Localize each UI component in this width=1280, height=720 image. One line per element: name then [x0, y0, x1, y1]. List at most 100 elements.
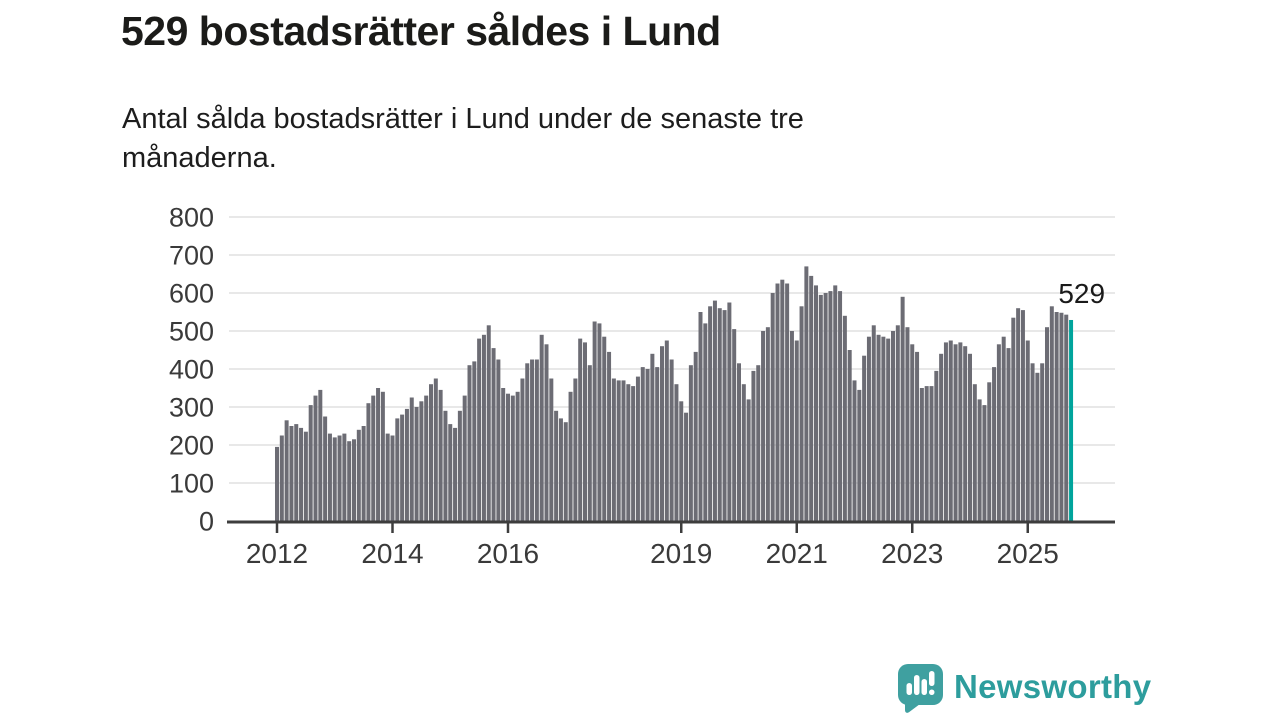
bar — [573, 378, 578, 521]
bar — [299, 427, 304, 521]
bar — [534, 359, 539, 521]
bar — [645, 369, 650, 521]
bar — [1016, 308, 1021, 521]
bar — [558, 418, 563, 521]
bar — [515, 391, 520, 521]
bar — [429, 384, 433, 521]
bar — [934, 370, 939, 521]
bar — [968, 353, 972, 521]
icon-exclamation-bar — [929, 671, 935, 686]
bar — [467, 365, 472, 521]
bar — [289, 426, 294, 521]
bar — [996, 344, 1001, 521]
bar — [409, 397, 414, 521]
bar — [775, 283, 780, 521]
bar — [347, 441, 352, 521]
bar — [712, 300, 717, 521]
bar — [385, 433, 390, 521]
bar — [732, 329, 737, 521]
bar — [977, 399, 982, 521]
bar — [549, 378, 554, 521]
newsworthy-logo: Newsworthy — [898, 664, 1151, 714]
y-tick-label: 700 — [169, 241, 214, 271]
bar — [929, 386, 934, 521]
bar — [660, 346, 664, 521]
bar — [924, 386, 929, 521]
x-tick-label: 2021 — [766, 538, 828, 569]
bar — [616, 380, 621, 521]
y-tick-label: 100 — [169, 469, 214, 499]
bar — [635, 376, 640, 521]
bar — [799, 306, 804, 521]
bar — [414, 407, 419, 521]
bar — [621, 380, 626, 521]
bar — [746, 399, 751, 521]
bar — [501, 388, 506, 521]
bar — [688, 365, 693, 521]
bar — [751, 370, 756, 521]
bar — [1049, 306, 1054, 521]
bar — [318, 389, 323, 521]
bar — [631, 386, 636, 521]
bar — [1054, 312, 1059, 521]
bar — [866, 336, 871, 521]
bar — [1064, 314, 1069, 521]
bar — [881, 336, 886, 521]
chart-subtitle: Antal sålda bostadsrätter i Lund under d… — [122, 100, 804, 178]
bar — [915, 351, 920, 521]
bar — [679, 401, 684, 521]
icon-bar-tall — [914, 675, 920, 695]
bar — [539, 334, 544, 521]
bar — [789, 331, 794, 521]
bar — [992, 367, 997, 521]
bar — [510, 395, 515, 521]
bar — [448, 424, 453, 521]
bar-highlighted — [1069, 319, 1074, 521]
bar — [823, 293, 828, 521]
bar — [568, 391, 573, 521]
bar — [891, 331, 895, 521]
bar — [486, 325, 491, 521]
x-tick-label: 2016 — [477, 538, 539, 569]
bar — [765, 327, 770, 521]
bar — [602, 336, 607, 521]
bar — [722, 310, 727, 521]
bar — [419, 401, 424, 521]
y-tick-label: 400 — [169, 355, 214, 385]
bar — [356, 429, 361, 521]
bar — [366, 403, 371, 521]
bar — [982, 405, 987, 521]
bar — [905, 327, 910, 521]
bar — [279, 435, 284, 521]
bar — [453, 427, 458, 521]
bar — [794, 340, 799, 521]
chart-subtitle-line-2: månaderna. — [122, 142, 277, 174]
bar — [1025, 340, 1030, 521]
bar — [563, 422, 568, 521]
bar — [443, 410, 448, 521]
bar — [674, 384, 679, 521]
bar — [390, 435, 395, 521]
y-tick-label: 800 — [169, 203, 214, 233]
bar — [275, 446, 279, 521]
x-tick-label: 2014 — [361, 538, 423, 569]
bar — [587, 365, 592, 521]
bar — [847, 350, 852, 521]
bar — [693, 351, 698, 521]
bar — [900, 296, 905, 521]
y-tick-label: 300 — [169, 393, 214, 423]
bar — [361, 426, 366, 521]
bar — [313, 395, 318, 521]
x-tick-label: 2019 — [650, 538, 712, 569]
bar — [708, 306, 713, 521]
bar — [818, 294, 823, 521]
bar — [987, 382, 992, 521]
bar — [640, 367, 645, 521]
bar — [862, 355, 867, 521]
bar — [910, 344, 915, 521]
bar — [833, 285, 838, 521]
bar — [376, 388, 381, 521]
bar — [506, 393, 510, 521]
bar — [770, 293, 775, 521]
bar — [611, 378, 616, 521]
